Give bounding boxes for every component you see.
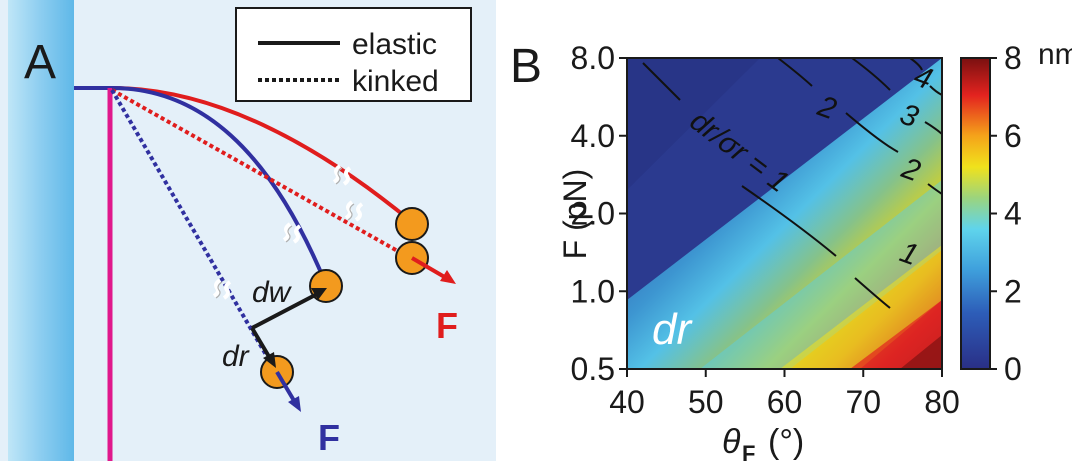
y-tick-label: 1.0	[571, 273, 615, 309]
contour-line	[927, 183, 943, 195]
break-mark	[354, 202, 364, 222]
contour-line	[924, 121, 943, 135]
colorbar-tick-label: 4	[1004, 196, 1022, 232]
heatmap-inner-label: dr	[652, 305, 693, 354]
x-tick-label: 50	[688, 384, 724, 420]
colorbar-unit: nm	[1038, 38, 1072, 71]
contour-line	[854, 277, 891, 309]
contour-line	[929, 85, 943, 96]
colorbar-tick-label: 0	[1004, 351, 1022, 387]
break-mark	[212, 278, 222, 298]
x-tick-label: 80	[924, 384, 960, 420]
legend: elastic kinked	[235, 7, 472, 102]
y-tick-label: 4.0	[571, 118, 615, 154]
legend-kinked-label: kinked	[352, 65, 439, 98]
heatmap	[627, 58, 942, 369]
dr-label: dr	[222, 340, 250, 373]
x-axis-title-symbol: θ	[722, 423, 741, 461]
heatmap-cyan-band	[700, 180, 942, 369]
blue-kinked-fiber	[110, 88, 278, 374]
contour-line	[851, 57, 891, 91]
force-arrow-red	[410, 256, 450, 281]
dw-label: dw	[252, 276, 293, 309]
panel-a-label: A	[24, 36, 56, 89]
x-axis-title: θ F (°)	[722, 423, 804, 461]
dr-arrowhead	[263, 352, 276, 368]
colorbar-tick-label: 2	[1004, 273, 1022, 309]
break-mark	[222, 280, 232, 300]
heatmap-gradient	[627, 58, 942, 369]
panel-b: B dr/σr = 1 1 2 2 3	[510, 38, 1072, 461]
heatmap-darkred-corner	[900, 335, 942, 369]
colorbar-tick-label: 8	[1004, 40, 1022, 76]
contour-line	[909, 57, 923, 71]
break-mark	[344, 200, 354, 220]
force-arrowhead-blue	[288, 396, 301, 412]
break-mark	[342, 166, 352, 186]
force-arrow-blue	[275, 370, 298, 406]
legend-elastic-label: elastic	[352, 28, 437, 61]
dw-vector	[251, 291, 320, 330]
x-tick-label: 40	[609, 384, 645, 420]
panel-b-label: B	[510, 40, 542, 93]
y-tick-label: 0.5	[571, 351, 615, 387]
break-mark-outline	[215, 281, 223, 299]
panel-a: A elastic kinked	[0, 0, 496, 461]
legend-box	[235, 7, 472, 102]
colorbar-ticks: 0 2 4 6 8	[990, 40, 1022, 387]
y-axis-title: F (pN)	[557, 169, 593, 260]
contour-line	[777, 57, 813, 87]
break-mark	[282, 222, 292, 242]
force-arrowhead-red	[440, 270, 456, 284]
colorbar	[960, 57, 991, 370]
contour-line	[741, 185, 837, 257]
y-axis: 0.5 1.0 2.0 4.0 8.0	[571, 40, 627, 387]
membrane	[8, 0, 74, 461]
break-mark	[332, 164, 342, 184]
break-mark-outline	[347, 203, 355, 221]
heatmap-dark-corner	[627, 58, 760, 190]
x-axis: 40 50 60 70 80	[609, 369, 960, 420]
x-axis-title-unit: (°)	[768, 423, 804, 461]
dr-vector	[250, 326, 273, 362]
contours	[642, 57, 943, 309]
dw-arrowhead	[311, 288, 327, 300]
x-tick-label: 60	[767, 384, 803, 420]
contour-line	[642, 62, 681, 101]
x-tick-label: 70	[845, 384, 881, 420]
blue-elastic-fiber	[111, 86, 327, 283]
break-mark-outline	[335, 167, 343, 185]
colorbar-tick-label: 6	[1004, 118, 1022, 154]
contour-line	[845, 112, 899, 153]
y-tick-label: 2.0	[571, 196, 615, 232]
x-axis-title-subscript: F	[742, 441, 755, 461]
bead-red-elastic	[395, 207, 429, 241]
force-label-blue: F	[318, 417, 340, 458]
force-label-red: F	[436, 305, 458, 346]
heatmap-yellow-band	[780, 245, 942, 369]
break-mark-outline	[285, 225, 293, 243]
red-kinked-fiber	[111, 88, 411, 260]
break-mark	[292, 224, 302, 244]
break-marks	[212, 164, 364, 300]
y-tick-label: 8.0	[571, 40, 615, 76]
break-mark-outlines	[215, 167, 355, 299]
heatmap-red-corner	[850, 300, 942, 369]
